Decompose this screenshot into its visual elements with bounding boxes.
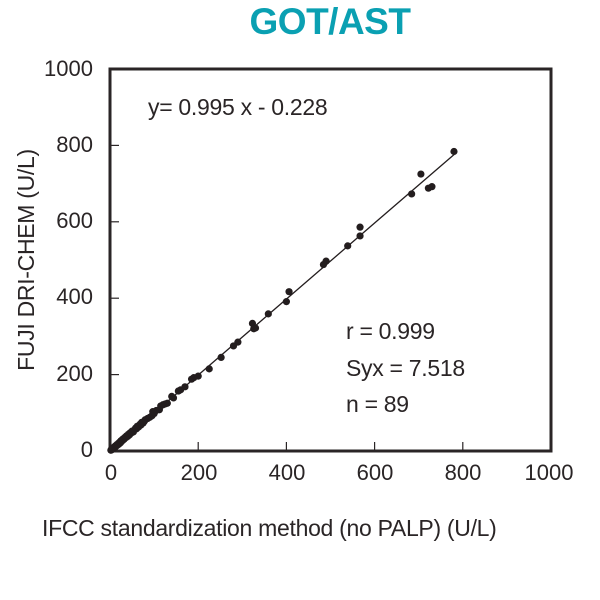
correlation-coefficient: r = 0.999 — [346, 318, 435, 344]
data-point — [264, 310, 272, 318]
x-tick-label: 800 — [444, 460, 482, 485]
data-point — [356, 223, 364, 231]
data-point — [282, 298, 290, 306]
y-tick-label: 400 — [56, 284, 93, 309]
data-point — [168, 392, 176, 400]
x-axis-title: IFCC standardization method (no PALP) (U… — [42, 515, 497, 541]
data-point — [174, 387, 182, 395]
data-point — [285, 288, 293, 296]
data-point — [319, 260, 328, 269]
data-point — [428, 183, 436, 191]
data-point — [344, 242, 352, 250]
data-point — [229, 342, 238, 350]
y-tick-label: 0 — [80, 437, 93, 462]
data-point — [187, 375, 196, 383]
y-tick-label: 800 — [56, 132, 93, 157]
regression-equation: y= 0.995 x - 0.228 — [148, 94, 328, 120]
data-point — [107, 446, 115, 454]
sample-count: n = 89 — [346, 391, 409, 417]
y-tick-label: 200 — [56, 361, 93, 386]
x-tick-label: 0 — [104, 460, 118, 485]
data-point — [450, 147, 458, 156]
y-tick-label: 600 — [56, 208, 93, 233]
standard-error: Syx = 7.518 — [346, 355, 465, 381]
data-point — [250, 325, 258, 333]
y-tick-label: 1000 — [44, 56, 93, 81]
data-point — [408, 190, 416, 198]
chart-title: GOT/AST — [249, 1, 411, 42]
x-tick-label: 200 — [180, 460, 218, 485]
plot-frame — [108, 67, 553, 453]
x-tick-label: 600 — [356, 460, 394, 485]
x-tick-label: 1000 — [524, 460, 574, 485]
plot-border — [108, 67, 553, 453]
x-tick-label: 400 — [268, 460, 306, 485]
data-point — [205, 365, 213, 373]
data-point — [217, 353, 225, 362]
data-point — [181, 383, 189, 391]
data-point — [356, 232, 364, 240]
data-point — [417, 170, 425, 178]
data-points — [107, 147, 458, 454]
